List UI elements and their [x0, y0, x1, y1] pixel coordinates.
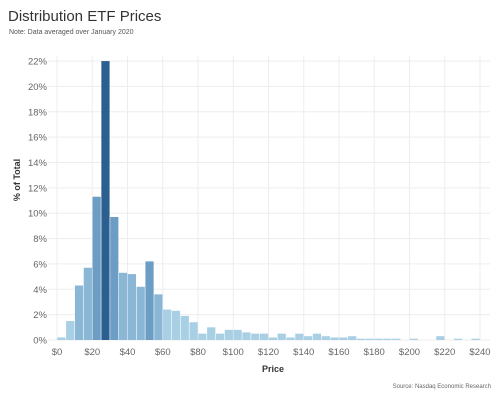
- histogram-bar: [392, 338, 401, 340]
- x-tick-label: $140: [293, 347, 314, 358]
- histogram-bar: [171, 310, 181, 340]
- histogram-bar: [374, 338, 383, 340]
- histogram-bar: [259, 333, 269, 340]
- y-tick-label: 2%: [33, 310, 47, 321]
- x-tick-label: $180: [364, 347, 385, 358]
- y-axis-title: % of Total: [12, 159, 22, 201]
- x-tick-label: $160: [328, 347, 349, 358]
- histogram-bar: [154, 294, 163, 340]
- histogram-bar: [198, 333, 207, 340]
- y-axis-ticks: 0% 2% 4% 6% 8% 10% 12% 14% 16% 18% 20% 22%: [28, 57, 48, 347]
- histogram-bar: [453, 338, 463, 340]
- x-tick-label: $40: [120, 347, 136, 358]
- histogram-bar: [409, 338, 419, 340]
- x-tick-label: $80: [190, 347, 206, 358]
- y-tick-label: 12%: [28, 183, 48, 194]
- histogram-bar: [83, 267, 92, 340]
- histogram-bar: [92, 196, 101, 340]
- histogram-bar: [101, 61, 110, 340]
- histogram-bar: [304, 336, 313, 340]
- histogram-bar: [207, 327, 216, 340]
- x-tick-label: $240: [469, 347, 490, 358]
- histogram-bar: [127, 274, 137, 340]
- histogram-bar: [330, 337, 339, 340]
- histogram-bar: [321, 336, 330, 340]
- histogram-bar: [145, 261, 154, 340]
- histogram-bar: [110, 217, 119, 340]
- x-tick-label: $20: [84, 347, 100, 358]
- y-tick-label: 18%: [28, 107, 48, 118]
- x-tick-label: $220: [434, 347, 455, 358]
- y-tick-label: 8%: [33, 234, 47, 245]
- histogram-bar: [295, 333, 304, 340]
- chart-title: Distribution ETF Prices: [8, 8, 162, 25]
- histogram-bar: [215, 333, 225, 340]
- y-tick-label: 10%: [28, 209, 48, 220]
- histogram-bar: [286, 337, 295, 340]
- histogram-bar: [224, 329, 233, 340]
- x-tick-label: $60: [155, 347, 171, 358]
- x-tick-label: $120: [258, 347, 279, 358]
- x-tick-label: $0: [52, 347, 63, 358]
- histogram-bar: [66, 320, 75, 340]
- histogram-bar: [136, 286, 145, 340]
- histogram-bar: [57, 337, 66, 340]
- y-tick-label: 20%: [28, 82, 48, 93]
- histogram-bar: [189, 322, 198, 340]
- histogram-bar: [180, 315, 189, 340]
- histogram-bar: [339, 337, 348, 340]
- y-tick-label: 22%: [28, 57, 48, 68]
- histogram-bar: [251, 333, 260, 340]
- source-note: Source: Nasdaq Economic Research: [392, 384, 491, 390]
- histogram-bar: [118, 272, 128, 340]
- histogram-bar: [277, 333, 286, 340]
- histogram-bar: [383, 338, 392, 340]
- x-tick-label: $200: [399, 347, 420, 358]
- histogram-bar: [471, 338, 480, 340]
- chart-note: Note: Data averaged over January 2020: [9, 29, 134, 36]
- histogram-bar: [268, 337, 278, 340]
- histogram-bar: [348, 336, 357, 340]
- y-tick-label: 6%: [33, 259, 47, 270]
- gridlines: [48, 56, 490, 341]
- histogram-bar: [365, 338, 374, 340]
- y-tick-label: 14%: [28, 158, 48, 169]
- histogram-bar: [356, 338, 366, 340]
- histogram-bars: [57, 61, 480, 340]
- histogram-bar: [242, 332, 251, 340]
- histogram-bar: [163, 309, 172, 340]
- histogram-bar: [74, 285, 84, 340]
- x-tick-label: $100: [223, 347, 244, 358]
- y-tick-label: 4%: [33, 285, 47, 296]
- histogram-bar: [312, 333, 322, 340]
- histogram-bar: [436, 336, 445, 340]
- x-axis-title: Price: [262, 364, 284, 374]
- y-tick-label: 16%: [28, 133, 48, 144]
- histogram-bar: [233, 329, 242, 340]
- x-axis-ticks: $0 $20 $40 $60 $80 $100 $120 $140 $160 $180 $200 $2…: [52, 347, 491, 358]
- y-tick-label: 0%: [33, 336, 47, 347]
